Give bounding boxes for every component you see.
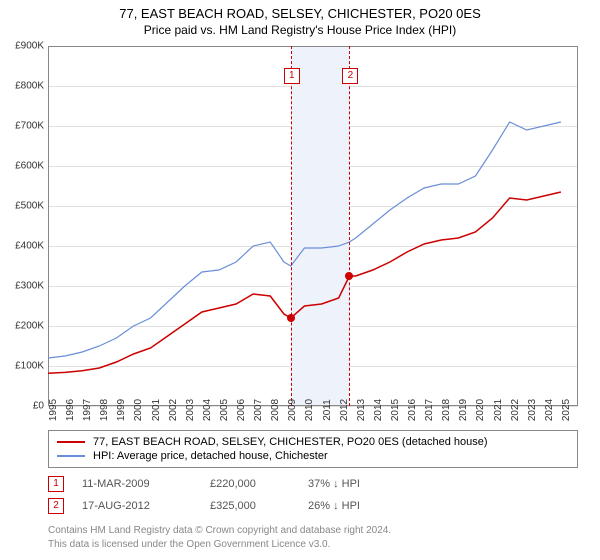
- line-series-svg: [48, 46, 578, 406]
- sale-badge: 2: [48, 498, 64, 514]
- legend-item-hpi: HPI: Average price, detached house, Chic…: [57, 449, 569, 463]
- footnote-line-2: This data is licensed under the Open Gov…: [48, 538, 578, 551]
- chart-title: 77, EAST BEACH ROAD, SELSEY, CHICHESTER,…: [0, 0, 600, 21]
- sale-price: £220,000: [210, 478, 290, 490]
- legend-label: 77, EAST BEACH ROAD, SELSEY, CHICHESTER,…: [93, 436, 488, 448]
- sale-row-1: 1 11-MAR-2009 £220,000 37% ↓ HPI: [48, 476, 578, 492]
- sale-date: 17-AUG-2012: [82, 500, 192, 512]
- legend-label: HPI: Average price, detached house, Chic…: [93, 450, 328, 462]
- sale-date: 11-MAR-2009: [82, 478, 192, 490]
- chart-subtitle: Price paid vs. HM Land Registry's House …: [0, 21, 600, 37]
- sale-pct: 37% ↓ HPI: [308, 478, 388, 490]
- sale-row-2: 2 17-AUG-2012 £325,000 26% ↓ HPI: [48, 498, 578, 514]
- legend-item-property: 77, EAST BEACH ROAD, SELSEY, CHICHESTER,…: [57, 435, 569, 449]
- sale-price: £325,000: [210, 500, 290, 512]
- chart-container: { "title": "77, EAST BEACH ROAD, SELSEY,…: [0, 0, 600, 560]
- footnote-line-1: Contains HM Land Registry data © Crown c…: [48, 524, 578, 537]
- sale-pct: 26% ↓ HPI: [308, 500, 388, 512]
- legend-swatch: [57, 455, 85, 457]
- legend-swatch: [57, 441, 85, 443]
- legend-box: 77, EAST BEACH ROAD, SELSEY, CHICHESTER,…: [48, 430, 578, 468]
- sale-badge: 1: [48, 476, 64, 492]
